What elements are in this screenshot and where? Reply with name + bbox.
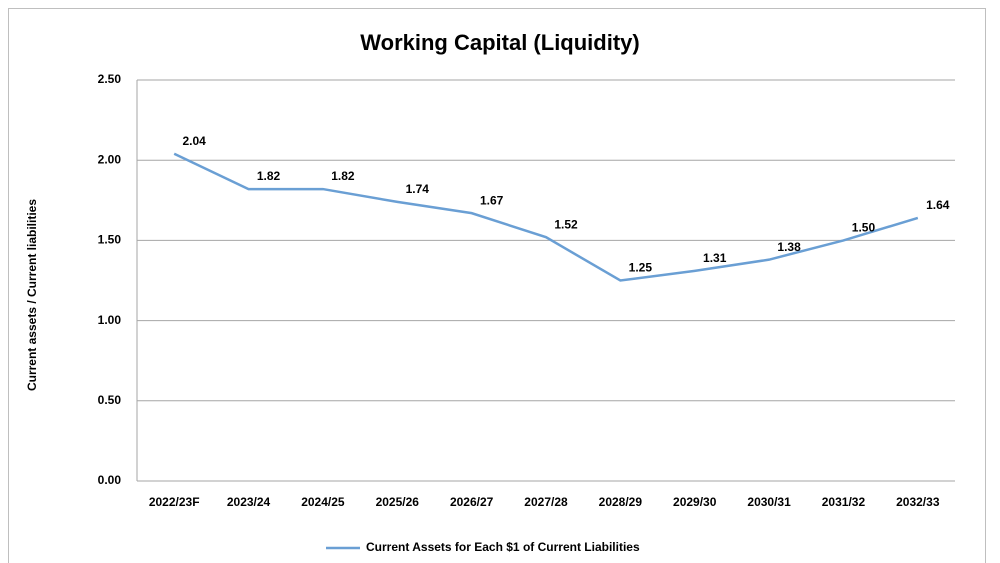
y-tick-label: 1.50	[98, 233, 122, 247]
chart-border	[8, 8, 986, 563]
y-tick-label: 1.00	[98, 313, 122, 327]
x-tick-label: 2025/26	[376, 495, 420, 509]
data-label: 1.82	[331, 169, 355, 183]
x-tick-label: 2028/29	[599, 495, 643, 509]
data-label: 1.38	[777, 240, 801, 254]
data-label: 1.25	[629, 261, 653, 275]
y-axis-label: Current assets / Current liabilities	[25, 199, 39, 391]
data-label: 1.64	[926, 198, 950, 212]
x-tick-label: 2027/28	[524, 495, 568, 509]
y-tick-label: 2.00	[98, 152, 122, 166]
y-tick-label: 2.50	[98, 72, 122, 86]
x-tick-label: 2032/33	[896, 495, 940, 509]
data-label: 1.82	[257, 169, 281, 183]
data-label: 1.50	[852, 221, 876, 235]
data-label: 1.31	[703, 251, 727, 265]
x-tick-label: 2022/23F	[149, 495, 200, 509]
data-label: 1.52	[554, 217, 578, 231]
x-tick-label: 2026/27	[450, 495, 494, 509]
line	[173, 152, 919, 282]
y-tick-label: 0.50	[98, 393, 122, 407]
x-tick-label: 2031/32	[822, 495, 866, 509]
data-label: 1.67	[480, 193, 504, 207]
legend-label: Current Assets for Each $1 of Current Li…	[366, 540, 640, 554]
x-tick-label: 2029/30	[673, 495, 717, 509]
x-tick-label: 2024/25	[301, 495, 345, 509]
y-tick-label: 0.00	[98, 473, 122, 487]
data-label: 1.74	[406, 182, 430, 196]
x-tick-label: 2023/24	[227, 495, 271, 509]
chart-title: Working Capital (Liquidity)	[360, 30, 639, 55]
data-label: 2.04	[183, 134, 207, 148]
x-tick-label: 2030/31	[747, 495, 791, 509]
